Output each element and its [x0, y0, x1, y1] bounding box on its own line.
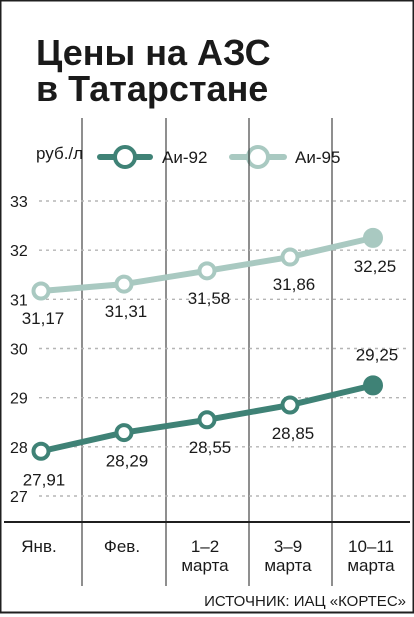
legend-ai92-marker	[113, 145, 137, 169]
legend-ai92-label: Аи-92	[162, 148, 207, 167]
ai92-data-label-3: 28,85	[272, 424, 315, 443]
ai95-data-label-3: 31,86	[273, 275, 316, 294]
ai95-data-label-0: 31,17	[22, 309, 65, 328]
x-tick-0-0: Янв.	[21, 537, 56, 556]
unit-label: руб./л	[36, 144, 83, 163]
x-tick-3-0: 3–9	[274, 537, 302, 556]
ai95-point-4	[363, 227, 383, 248]
x-tick-2-1: марта	[181, 556, 229, 575]
y-tick-33: 33	[10, 194, 28, 211]
y-tick-27: 27	[10, 489, 28, 506]
ai92-data-label-0: 27,91	[23, 470, 66, 489]
ai95-data-label-4: 32,25	[354, 257, 397, 276]
ai92-point-4	[363, 375, 383, 396]
ai92-point-1	[114, 423, 134, 443]
ai95-data-label-2: 31,58	[188, 289, 231, 308]
x-tick-4-1: марта	[347, 556, 395, 575]
legend-item-ai95: Аи-95	[229, 145, 340, 169]
ai92-data-label-1: 28,29	[106, 452, 149, 471]
legend-item-ai92: Аи-92	[97, 145, 207, 169]
x-tick-1-0: Фев.	[104, 537, 140, 556]
legend-ai95-label: Аи-95	[295, 148, 340, 167]
y-tick-29: 29	[10, 391, 28, 408]
x-tick-3-1: марта	[264, 556, 312, 575]
y-tick-31: 31	[10, 292, 28, 309]
legend-ai95-marker	[246, 145, 270, 169]
ai95-data-label-1: 31,31	[105, 302, 148, 321]
ai92-data-label-2: 28,55	[189, 438, 232, 457]
ai92-point-2	[197, 410, 217, 430]
ai92-point-3	[280, 395, 300, 415]
y-tick-32: 32	[10, 243, 28, 260]
x-tick-4-0: 10–11	[348, 537, 394, 556]
y-tick-30: 30	[10, 342, 28, 359]
ai92-point-0	[31, 441, 51, 461]
ai95-point-0	[31, 281, 51, 301]
ai92-data-label-4: 29,25	[356, 345, 399, 364]
x-tick-2-0: 1–2	[191, 537, 219, 556]
ai95-point-1	[114, 274, 134, 294]
ai95-point-3	[280, 247, 300, 267]
source-text: ИСТОЧНИК: ИАЦ «КОРТЕС»	[204, 593, 406, 610]
chart-title-line-2: в Татарстане	[36, 68, 268, 109]
ai95-point-2	[197, 261, 217, 281]
y-tick-28: 28	[10, 440, 28, 457]
chart-title-line-1: Цены на АЗС	[36, 32, 271, 73]
